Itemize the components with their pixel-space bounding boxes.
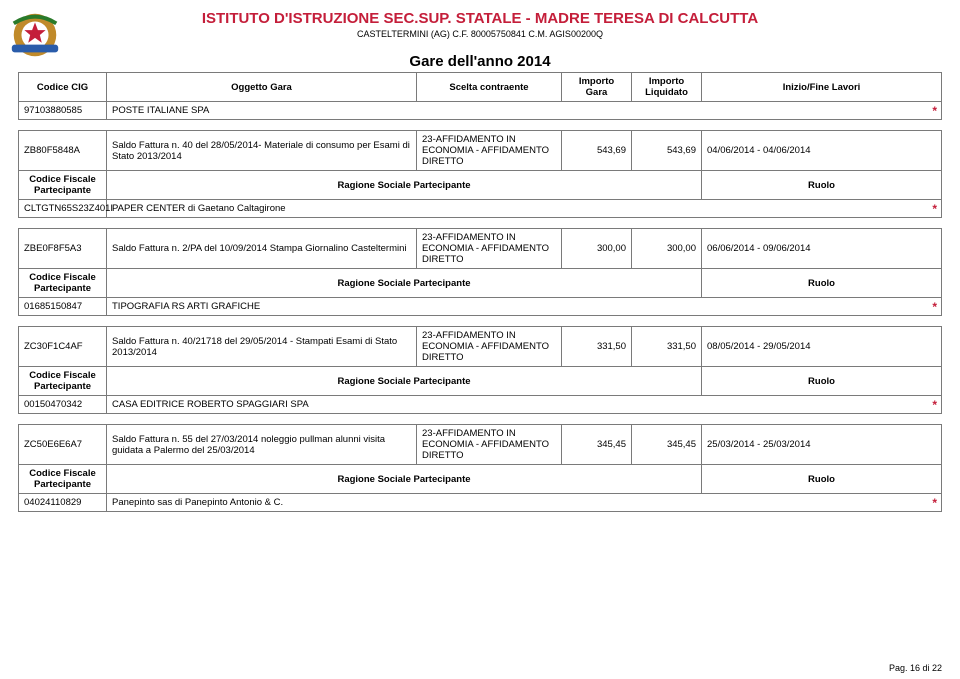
rs-cell: Panepinto sas di Panepinto Antonio & C. *	[107, 494, 942, 512]
columns-row: Codice CIG Oggetto Gara Scelta contraent…	[19, 73, 942, 102]
top-rs-cell: POSTE ITALIANE SPA *	[107, 102, 942, 120]
col-importo-liq: Importo Liquidato	[632, 73, 702, 102]
top-participant-row: 97103880585 POSTE ITALIANE SPA *	[19, 102, 942, 120]
imp-liq: 345,45	[632, 425, 702, 465]
subheader-row: Codice Fiscale PartecipanteRagione Socia…	[19, 367, 942, 396]
institution-subtitle: CASTELTERMINI (AG) C.F. 80005750841 C.M.…	[18, 29, 942, 39]
institution-title: ISTITUTO D'ISTRUZIONE SEC.SUP. STATALE -…	[18, 10, 942, 27]
imp-liq: 300,00	[632, 229, 702, 269]
gare-block: ZC50E6E6A7Saldo Fattura n. 55 del 27/03/…	[18, 424, 942, 512]
col-cig: Codice CIG	[19, 73, 107, 102]
rs-cell: TIPOGRAFIA RS ARTI GRAFICHE *	[107, 298, 942, 316]
cig: ZBE0F8F5A3	[19, 229, 107, 269]
participant-row: 01685150847 TIPOGRAFIA RS ARTI GRAFICHE *	[19, 298, 942, 316]
gare-row: ZB80F5848ASaldo Fattura n. 40 del 28/05/…	[19, 131, 942, 171]
imp-gara: 345,45	[562, 425, 632, 465]
scelta: 23-AFFIDAMENTO IN ECONOMIA - AFFIDAMENTO…	[417, 425, 562, 465]
col-ragione: Ragione Sociale Partecipante	[107, 171, 702, 200]
imp-gara: 331,50	[562, 327, 632, 367]
col-cf-part: Codice Fiscale Partecipante	[19, 171, 107, 200]
col-ruolo: Ruolo	[702, 171, 942, 200]
cig: ZC30F1C4AF	[19, 327, 107, 367]
gare-row: ZC30F1C4AFSaldo Fattura n. 40/21718 del …	[19, 327, 942, 367]
star-icon: *	[932, 300, 937, 314]
gare-block: ZB80F5848ASaldo Fattura n. 40 del 28/05/…	[18, 130, 942, 218]
col-ruolo: Ruolo	[702, 465, 942, 494]
rs-cell: CASA EDITRICE ROBERTO SPAGGIARI SPA *	[107, 396, 942, 414]
oggetto: Saldo Fattura n. 40 del 28/05/2014- Mate…	[107, 131, 417, 171]
participant-row: 00150470342CASA EDITRICE ROBERTO SPAGGIA…	[19, 396, 942, 414]
gare-header-table: Codice CIG Oggetto Gara Scelta contraent…	[18, 72, 942, 120]
top-cf: 97103880585	[19, 102, 107, 120]
cig: ZC50E6E6A7	[19, 425, 107, 465]
col-ruolo: Ruolo	[702, 367, 942, 396]
page: ISTITUTO D'ISTRUZIONE SEC.SUP. STATALE -…	[0, 0, 960, 679]
star-icon: *	[932, 104, 937, 118]
gare-block: ZBE0F8F5A3Saldo Fattura n. 2/PA del 10/0…	[18, 228, 942, 316]
subheader-row: Codice Fiscale PartecipanteRagione Socia…	[19, 171, 942, 200]
rs: PAPER CENTER di Gaetano Caltagirone	[112, 203, 286, 214]
oggetto: Saldo Fattura n. 2/PA del 10/09/2014 Sta…	[107, 229, 417, 269]
col-cf-part: Codice Fiscale Partecipante	[19, 465, 107, 494]
cf: 00150470342	[19, 396, 107, 414]
cf: 04024110829	[19, 494, 107, 512]
date: 08/05/2014 - 29/05/2014	[702, 327, 942, 367]
scelta: 23-AFFIDAMENTO IN ECONOMIA - AFFIDAMENTO…	[417, 327, 562, 367]
imp-liq: 331,50	[632, 327, 702, 367]
imp-gara: 300,00	[562, 229, 632, 269]
cf: 01685150847	[19, 298, 107, 316]
col-ragione: Ragione Sociale Partecipante	[107, 269, 702, 298]
rs: CASA EDITRICE ROBERTO SPAGGIARI SPA	[112, 399, 309, 410]
col-ragione: Ragione Sociale Partecipante	[107, 465, 702, 494]
rs: TIPOGRAFIA RS ARTI GRAFICHE	[112, 301, 260, 312]
col-cf-part: Codice Fiscale Partecipante	[19, 367, 107, 396]
italy-emblem-icon	[6, 6, 64, 64]
oggetto: Saldo Fattura n. 55 del 27/03/2014 noleg…	[107, 425, 417, 465]
date: 04/06/2014 - 04/06/2014	[702, 131, 942, 171]
page-number: Pag. 16 di 22	[889, 663, 942, 673]
date: 06/06/2014 - 09/06/2014	[702, 229, 942, 269]
year-title: Gare dell'anno 2014	[18, 53, 942, 70]
participant-row: 04024110829Panepinto sas di Panepinto An…	[19, 494, 942, 512]
top-rs: POSTE ITALIANE SPA	[112, 105, 209, 116]
star-icon: *	[932, 398, 937, 412]
gare-row: ZC50E6E6A7Saldo Fattura n. 55 del 27/03/…	[19, 425, 942, 465]
participant-row: CLTGTN65S23Z401IPAPER CENTER di Gaetano …	[19, 200, 942, 218]
date: 25/03/2014 - 25/03/2014	[702, 425, 942, 465]
cf: CLTGTN65S23Z401I	[19, 200, 107, 218]
star-icon: *	[932, 496, 937, 510]
col-inizio-fine: Inizio/Fine Lavori	[702, 73, 942, 102]
col-oggetto: Oggetto Gara	[107, 73, 417, 102]
col-cf-part: Codice Fiscale Partecipante	[19, 269, 107, 298]
rs-cell: PAPER CENTER di Gaetano Caltagirone *	[107, 200, 942, 218]
col-importo-gara: Importo Gara	[562, 73, 632, 102]
imp-liq: 543,69	[632, 131, 702, 171]
subheader-row: Codice Fiscale PartecipanteRagione Socia…	[19, 465, 942, 494]
subheader-row: Codice Fiscale PartecipanteRagione Socia…	[19, 269, 942, 298]
scelta: 23-AFFIDAMENTO IN ECONOMIA - AFFIDAMENTO…	[417, 229, 562, 269]
imp-gara: 543,69	[562, 131, 632, 171]
star-icon: *	[932, 202, 937, 216]
oggetto: Saldo Fattura n. 40/21718 del 29/05/2014…	[107, 327, 417, 367]
blocks-container: ZB80F5848ASaldo Fattura n. 40 del 28/05/…	[18, 130, 942, 512]
cig: ZB80F5848A	[19, 131, 107, 171]
gare-block: ZC30F1C4AFSaldo Fattura n. 40/21718 del …	[18, 326, 942, 414]
rs: Panepinto sas di Panepinto Antonio & C.	[112, 497, 283, 508]
col-ruolo: Ruolo	[702, 269, 942, 298]
col-scelta: Scelta contraente	[417, 73, 562, 102]
col-ragione: Ragione Sociale Partecipante	[107, 367, 702, 396]
scelta: 23-AFFIDAMENTO IN ECONOMIA - AFFIDAMENTO…	[417, 131, 562, 171]
gare-row: ZBE0F8F5A3Saldo Fattura n. 2/PA del 10/0…	[19, 229, 942, 269]
